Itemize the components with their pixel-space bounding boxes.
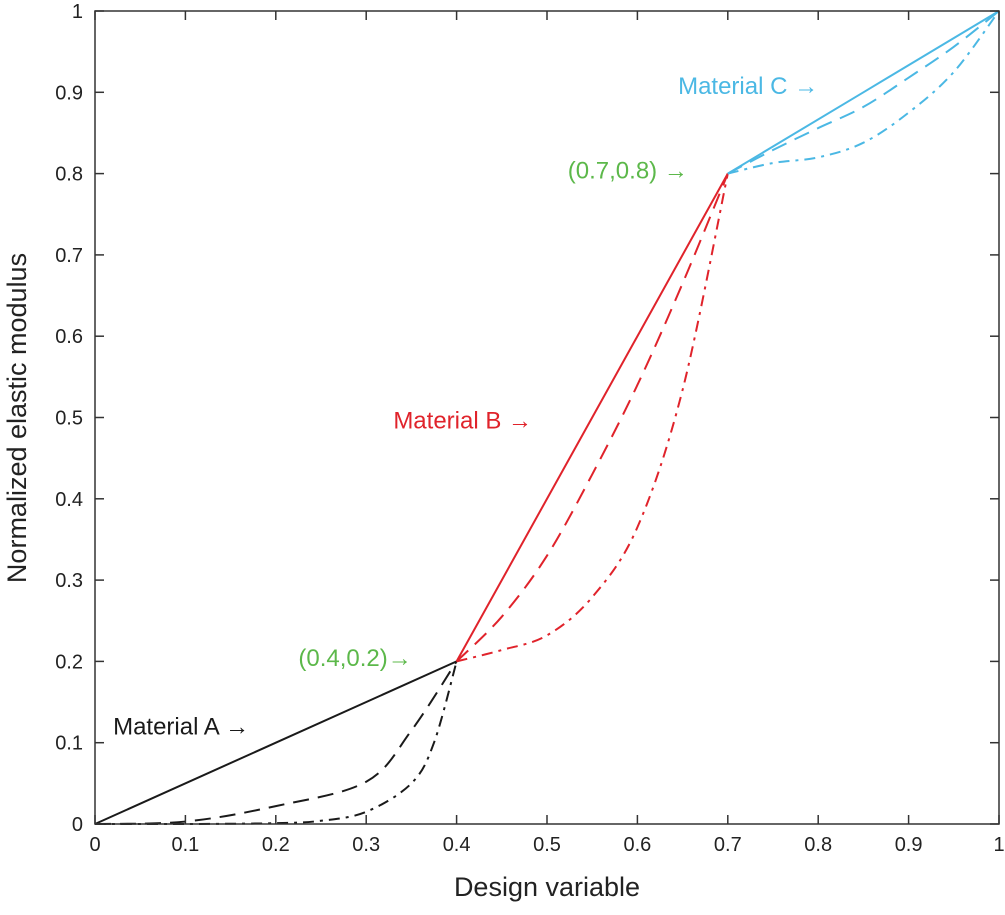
y-axis-label: Normalized elastic modulus (2, 253, 32, 583)
curves (94, 10, 1000, 826)
series-a-dashed (94, 660, 458, 825)
x-tick-label: 0.6 (623, 834, 651, 856)
x-tick-label: 0.9 (895, 834, 923, 856)
y-tick-label: 0.3 (55, 570, 83, 592)
x-tick-label: 0 (89, 834, 100, 856)
x-tick-label: 0.3 (352, 834, 380, 856)
y-tick-label: 0 (72, 814, 83, 836)
x-tick-label: 0.1 (171, 834, 199, 856)
ticks: 0 0.1 0.2 0.3 0.4 0.5 0.6 0.7 0.8 0.9 1 0 0.1 0.2 0.3 0… (55, 1, 1004, 856)
plot-frame (94, 10, 1000, 825)
y-tick-label: 0.7 (55, 245, 83, 267)
y-tick-label: 0.4 (55, 489, 83, 511)
series-a-solid (94, 660, 458, 825)
y-tick-label: 0.9 (55, 82, 83, 104)
series-b-solid (455, 173, 729, 662)
annotations: Material A → Material B → Material C → (0.7… (113, 73, 818, 741)
series-c-dashed (727, 10, 1000, 175)
series-b-dashed (455, 173, 729, 663)
series-c-dashdot (727, 10, 1000, 175)
annotation-label: Material B → (393, 408, 532, 435)
y-tick-label: 0.2 (55, 651, 83, 673)
y-tick-label: 0.1 (55, 733, 83, 755)
series-c-solid (727, 10, 1000, 175)
x-tick-label: 0.7 (714, 834, 742, 856)
x-tick-label: 0.5 (533, 834, 561, 856)
y-tick-label: 0.8 (55, 164, 83, 186)
annotation-label: (0.7,0.8) → (568, 157, 688, 184)
x-tick-label: 0.4 (443, 834, 471, 856)
series-a-dashdot (94, 661, 458, 826)
y-tick-label: 0.5 (55, 408, 83, 430)
annotation-label: (0.4,0.2)→ (298, 645, 411, 672)
y-tick-label: 1 (72, 1, 83, 23)
series-b-dashdot (456, 173, 729, 663)
y-tick-label: 0.6 (55, 326, 83, 348)
x-tick-label: 0.8 (804, 834, 832, 856)
annotation-label: Material A → (113, 713, 249, 740)
x-axis-label: Design variable (454, 872, 640, 902)
x-tick-label: 1 (993, 834, 1004, 856)
x-tick-label: 0.2 (262, 834, 290, 856)
annotation-label: Material C → (678, 73, 818, 100)
